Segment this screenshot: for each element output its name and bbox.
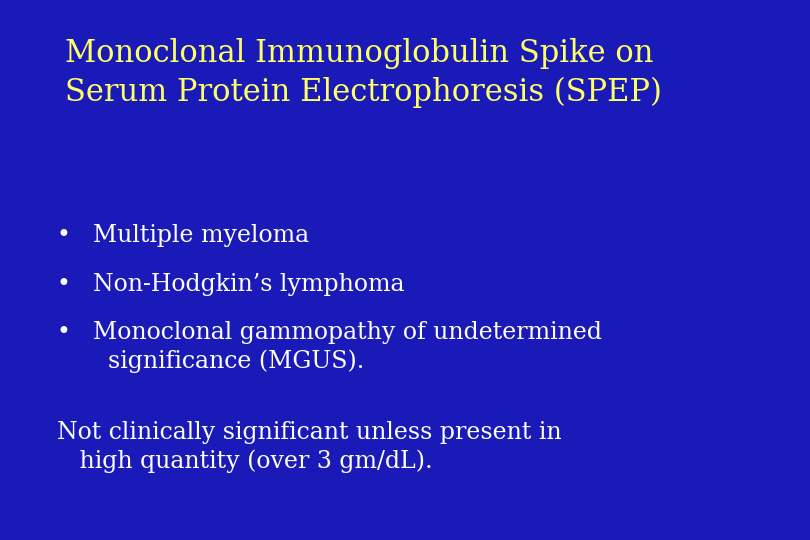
Text: Monoclonal Immunoglobulin Spike on
Serum Protein Electrophoresis (SPEP): Monoclonal Immunoglobulin Spike on Serum… — [65, 38, 662, 109]
Text: Not clinically significant unless present in
   high quantity (over 3 gm/dL).: Not clinically significant unless presen… — [57, 421, 561, 473]
Text: Multiple myeloma: Multiple myeloma — [93, 224, 309, 247]
Text: Monoclonal gammopathy of undetermined
  significance (MGUS).: Monoclonal gammopathy of undetermined si… — [93, 321, 602, 373]
Text: •: • — [57, 224, 70, 247]
Text: Non-Hodgkin’s lymphoma: Non-Hodgkin’s lymphoma — [93, 273, 405, 296]
Text: •: • — [57, 321, 70, 345]
Text: •: • — [57, 273, 70, 296]
